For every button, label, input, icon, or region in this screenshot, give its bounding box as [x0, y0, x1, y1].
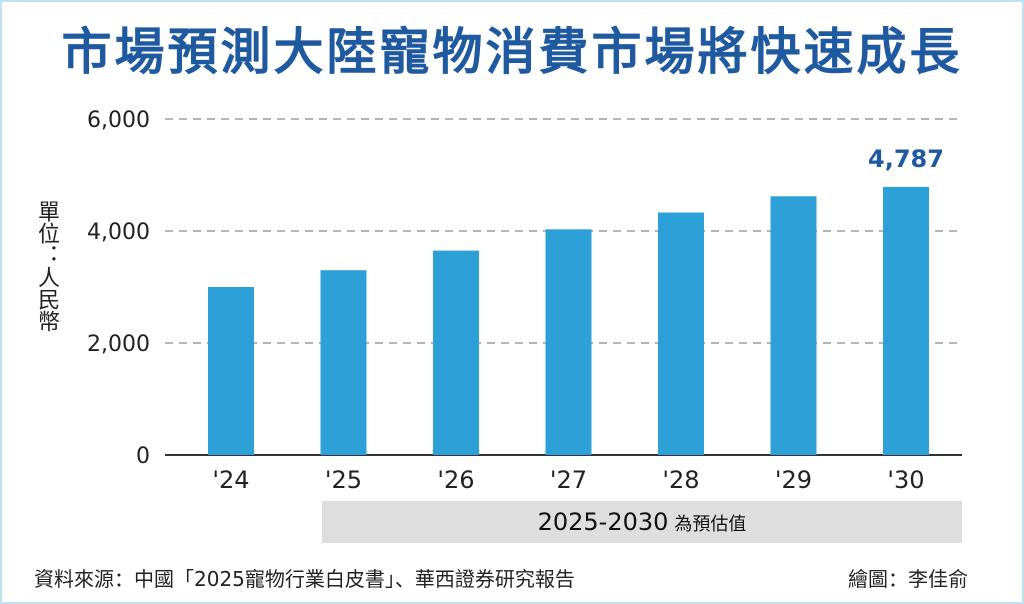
data-label: 4,787 — [868, 145, 944, 173]
chart-title: 市場預測大陸寵物消費市場將快速成長 — [61, 23, 963, 81]
x-tick-label: '27 — [550, 466, 587, 494]
bar — [770, 196, 817, 455]
x-tick-label: '26 — [437, 466, 474, 494]
x-tick-label: '28 — [662, 466, 699, 494]
x-tick-label: '24 — [212, 466, 249, 494]
y-axis-label: 單位：人民幣 — [34, 200, 59, 332]
credit-note: 繪圖：李佳俞 — [848, 567, 968, 591]
y-tick-label: 6,000 — [87, 108, 150, 133]
y-tick-label: 4,000 — [87, 220, 150, 245]
y-tick-label: 2,000 — [87, 332, 150, 357]
bar — [545, 229, 592, 455]
forecast-years: 2025-2030 — [537, 508, 669, 536]
x-tick-label: '25 — [325, 466, 362, 494]
bar — [658, 212, 704, 455]
forecast-note: 為預估值 — [674, 514, 747, 535]
bar — [433, 250, 479, 455]
bar — [208, 287, 254, 455]
y-tick-label: 0 — [136, 444, 150, 469]
source-note: 資料來源：中國「2025寵物行業白皮書」、華西證券研究報告 — [34, 567, 575, 591]
x-tick-label: '29 — [775, 466, 812, 494]
forecast-band: 2025-2030 為預估值 — [322, 501, 962, 543]
x-tick-label: '30 — [887, 466, 924, 494]
bar — [320, 270, 367, 455]
bar — [883, 186, 929, 456]
